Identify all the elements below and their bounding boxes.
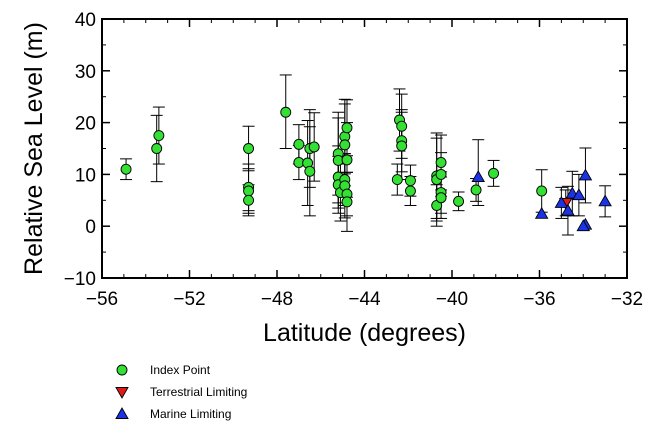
x-tick-label: −36: [523, 289, 555, 310]
index-point-point: [404, 185, 416, 197]
y-tick-label: 20: [75, 114, 96, 135]
marine-limiting-point: [534, 206, 549, 219]
index-point-point: [280, 106, 292, 118]
marine-limiting-point: [471, 170, 486, 182]
y-tick-label: 10: [75, 165, 96, 186]
x-axis-label: Latitude (degrees): [263, 319, 466, 347]
index-point-point: [396, 120, 408, 132]
index-point-point: [396, 140, 408, 152]
index-point-point: [453, 195, 465, 207]
legend-index-point-marker: [116, 364, 128, 376]
marine-limiting-point: [576, 219, 591, 232]
axis-ticks: −56 −52 −48 −44 −40 −36 −32 −10 0 10 20 30 40: [64, 10, 643, 310]
index-point-point: [243, 185, 255, 197]
legend-terrestrial-limiting-marker: [115, 387, 129, 399]
legend: Index Point Terrestrial Limiting Marine Li…: [115, 363, 247, 421]
index-point-point: [341, 154, 353, 166]
index-point-point: [391, 174, 403, 186]
index-point-point: [536, 185, 548, 197]
index-point-point: [243, 143, 255, 154]
marine-limiting-point: [554, 195, 569, 208]
index-point-point: [341, 196, 353, 208]
marine-limiting-point: [572, 188, 586, 201]
index-point-point: [341, 122, 353, 134]
error-bars: [120, 74, 612, 236]
y-tick-label: −10: [64, 269, 96, 290]
marine-limiting-point: [598, 194, 612, 207]
y-tick-label: 40: [75, 10, 96, 31]
index-point-point: [435, 168, 447, 180]
index-point-point: [404, 175, 416, 187]
x-tick-label: −48: [261, 289, 293, 310]
index-point-point: [339, 139, 351, 151]
index-point-point: [151, 143, 163, 154]
x-tick-label: −32: [611, 289, 643, 310]
index-point-point: [488, 167, 500, 179]
y-tick-label: 0: [85, 217, 96, 238]
index-point-point: [120, 163, 132, 175]
legend-index-point-label: Index Point: [150, 363, 211, 377]
index-point-point: [243, 194, 255, 206]
index-point-point: [153, 130, 165, 142]
y-tick-label: 30: [75, 62, 96, 83]
index-point-point: [435, 157, 447, 168]
y-axis-label: Relative Sea Level (m): [20, 22, 48, 275]
legend-marine-limiting-marker: [115, 407, 129, 419]
index-point-point: [308, 141, 320, 153]
index-point-point: [470, 184, 482, 196]
x-tick-label: −52: [173, 289, 205, 310]
marine-limiting-point: [578, 168, 593, 181]
x-tick-label: −56: [86, 289, 118, 310]
x-tick-label: −40: [436, 289, 468, 310]
legend-marine-limiting-label: Marine Limiting: [150, 407, 231, 421]
index-point-point: [304, 165, 316, 177]
data-points: [120, 106, 612, 232]
x-tick-label: −44: [348, 289, 381, 310]
marine-limiting-point: [561, 203, 575, 216]
index-point-point: [293, 138, 305, 150]
index-point-point: [435, 192, 447, 204]
legend-terrestrial-limiting-label: Terrestrial Limiting: [150, 385, 247, 399]
plot-frame: [101, 18, 628, 279]
